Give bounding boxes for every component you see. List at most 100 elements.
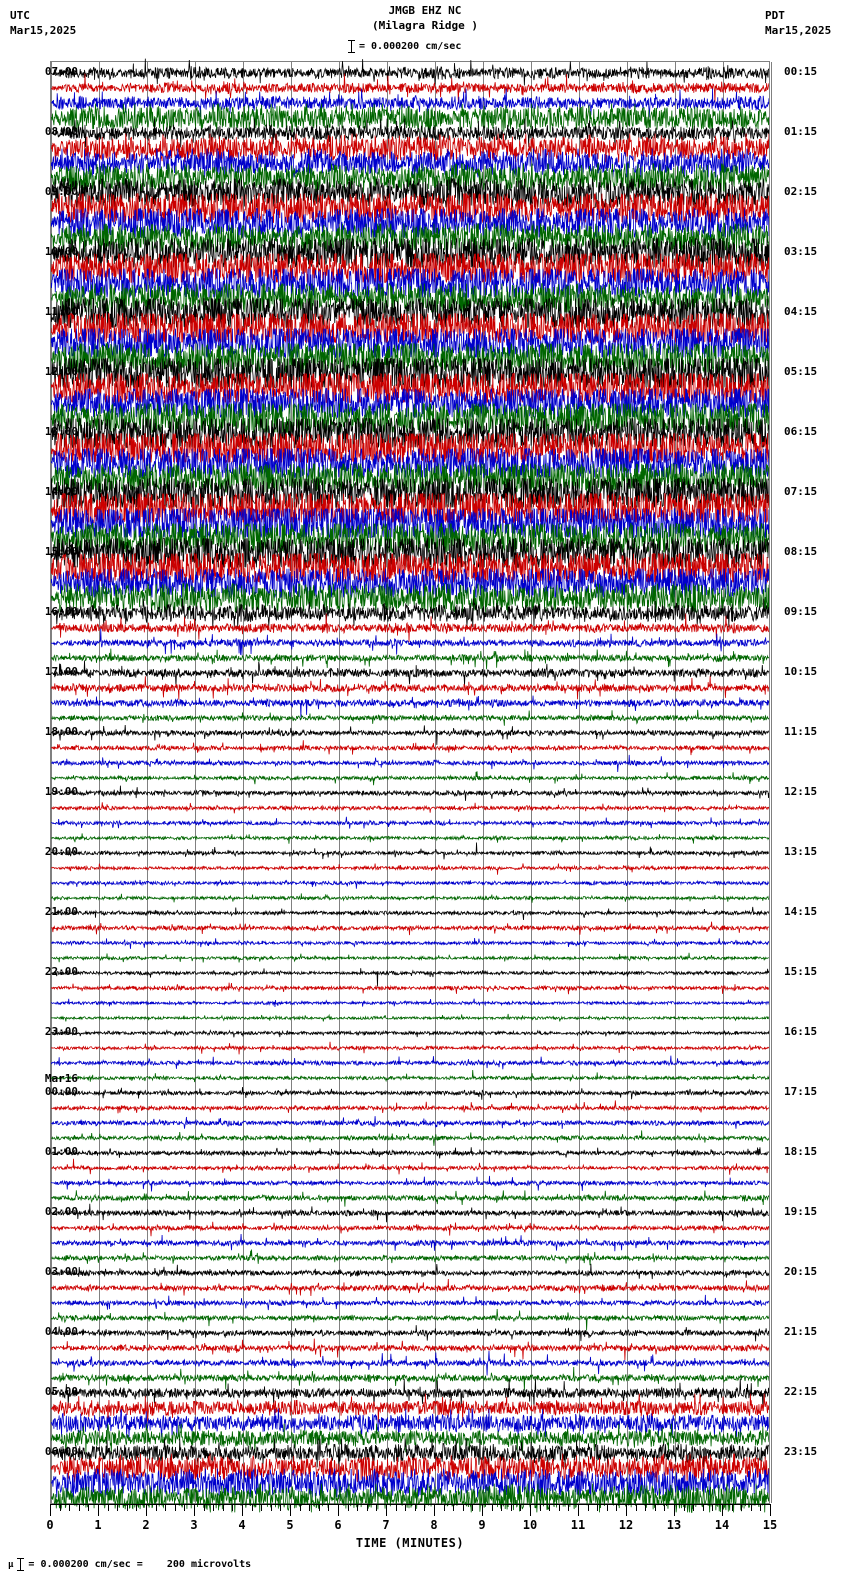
x-tick-minor <box>616 1504 617 1511</box>
trace-row <box>51 1003 769 1033</box>
x-tick-minor <box>204 1504 205 1511</box>
trace-row <box>51 388 769 418</box>
trace-row <box>51 673 769 703</box>
x-tick-minor <box>271 1504 272 1511</box>
x-tick-minor <box>79 1504 80 1511</box>
trace-row <box>51 598 769 628</box>
trace-row <box>51 1213 769 1243</box>
trace-row <box>51 823 769 853</box>
x-axis-baseline <box>50 1504 770 1505</box>
trace-row <box>51 1363 769 1393</box>
trace-row <box>51 838 769 868</box>
trace-row <box>51 1153 769 1183</box>
minute-gridlines <box>51 62 772 1503</box>
trace-row <box>51 178 769 208</box>
x-tick-minor <box>568 1504 569 1511</box>
x-axis-tick-label-0: 0 <box>46 1518 54 1532</box>
x-tick-minor <box>463 1504 464 1511</box>
x-tick-major-4 <box>242 1504 243 1516</box>
x-tick-minor <box>549 1504 550 1511</box>
x-tick-major-7 <box>386 1504 387 1516</box>
trace-row <box>51 883 769 913</box>
footer-scale-note: μ = 0.000200 cm/sec = 200 microvolts <box>8 1558 251 1571</box>
trace-row <box>51 1408 769 1438</box>
trace-row <box>51 103 769 133</box>
pdt-hour-label-15-15: 15:15 <box>784 965 818 978</box>
trace-row <box>51 493 769 523</box>
x-tick-minor <box>607 1504 608 1511</box>
trace-row <box>51 328 769 358</box>
footer-scale-text: = 0.000200 cm/sec = 200 microvolts <box>28 1559 252 1570</box>
x-tick-minor <box>559 1504 560 1511</box>
x-tick-minor <box>367 1504 368 1511</box>
x-tick-minor <box>357 1504 358 1511</box>
x-tick-minor <box>108 1504 109 1511</box>
trace-row <box>51 808 769 838</box>
x-axis-tick-label-13: 13 <box>666 1518 682 1532</box>
trace-row <box>51 1273 769 1303</box>
x-tick-minor <box>732 1504 733 1511</box>
x-tick-minor <box>252 1504 253 1511</box>
x-tick-major-8 <box>434 1504 435 1516</box>
gridline-minute-10 <box>531 62 532 1503</box>
x-tick-minor <box>328 1504 329 1511</box>
pdt-hour-label-12-15: 12:15 <box>784 785 818 798</box>
trace-row <box>51 913 769 943</box>
trace-row <box>51 1378 769 1408</box>
pdt-date-label: Mar15,2025 <box>765 24 832 37</box>
x-axis-ticks <box>50 1504 771 1518</box>
trace-row <box>51 448 769 478</box>
x-tick-minor <box>232 1504 233 1511</box>
trace-row <box>51 1423 769 1453</box>
pdt-timezone-label: PDT <box>765 9 785 22</box>
trace-row <box>51 1183 769 1213</box>
x-tick-minor <box>156 1504 157 1511</box>
x-tick-minor <box>300 1504 301 1511</box>
x-tick-minor <box>712 1504 713 1511</box>
trace-row <box>51 898 769 928</box>
gridline-minute-12 <box>627 62 628 1503</box>
x-tick-major-10 <box>530 1504 531 1516</box>
x-axis-tick-label-6: 6 <box>334 1518 342 1532</box>
trace-row <box>51 988 769 1018</box>
x-tick-major-0 <box>50 1504 51 1516</box>
vertical-bar-icon <box>348 39 355 53</box>
x-tick-minor <box>520 1504 521 1511</box>
x-tick-minor <box>684 1504 685 1511</box>
trace-row <box>51 1078 769 1108</box>
trace-row <box>51 1168 769 1198</box>
x-tick-minor <box>741 1504 742 1511</box>
trace-row <box>51 238 769 268</box>
utc-timezone-label: UTC <box>10 9 30 22</box>
pdt-hour-label-17-15: 17:15 <box>784 1085 818 1098</box>
x-tick-major-2 <box>146 1504 147 1516</box>
trace-row <box>51 1198 769 1228</box>
x-tick-minor <box>664 1504 665 1511</box>
micro-symbol: μ <box>8 1559 14 1570</box>
x-tick-minor <box>597 1504 598 1511</box>
pdt-hour-label-16-15: 16:15 <box>784 1025 818 1038</box>
gridline-minute-7 <box>387 62 388 1503</box>
helicorder-plot-area[interactable] <box>50 61 772 1504</box>
trace-row <box>51 658 769 688</box>
x-tick-minor <box>127 1504 128 1511</box>
pdt-hour-label-11-15: 11:15 <box>784 725 818 738</box>
pdt-hour-label-03-15: 03:15 <box>784 245 818 258</box>
x-tick-minor <box>69 1504 70 1511</box>
x-tick-minor <box>751 1504 752 1511</box>
trace-row <box>51 943 769 973</box>
pdt-hour-label-22-15: 22:15 <box>784 1385 818 1398</box>
trace-row <box>51 1048 769 1078</box>
x-tick-minor <box>636 1504 637 1511</box>
x-tick-major-12 <box>626 1504 627 1516</box>
trace-row <box>51 208 769 238</box>
x-tick-minor <box>136 1504 137 1511</box>
x-axis-tick-label-1: 1 <box>94 1518 102 1532</box>
x-tick-minor <box>492 1504 493 1511</box>
x-axis-tick-label-14: 14 <box>714 1518 730 1532</box>
trace-row <box>51 1138 769 1168</box>
x-tick-minor <box>184 1504 185 1511</box>
x-tick-minor <box>540 1504 541 1511</box>
trace-row <box>51 613 769 643</box>
x-tick-minor <box>348 1504 349 1511</box>
